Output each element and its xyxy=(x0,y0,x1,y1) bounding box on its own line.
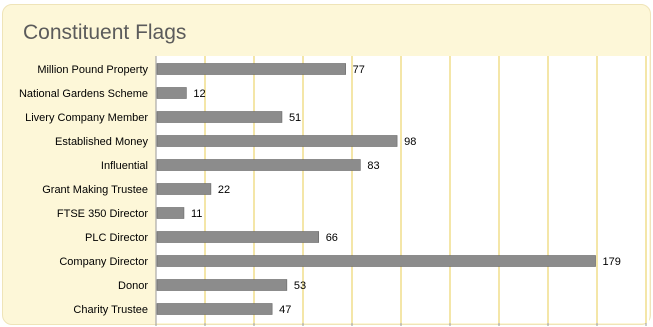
bar xyxy=(156,255,596,267)
category-label: Million Pound Property xyxy=(37,64,148,76)
value-label: 22 xyxy=(218,184,230,196)
bar xyxy=(156,279,288,291)
value-label: 11 xyxy=(191,208,202,220)
category-label: Established Money xyxy=(55,136,148,148)
bar xyxy=(156,231,319,243)
value-label: 77 xyxy=(353,64,365,76)
bar xyxy=(156,303,273,315)
bar xyxy=(156,183,212,195)
bar xyxy=(156,63,346,75)
bar xyxy=(156,159,361,171)
category-label: PLC Director xyxy=(85,232,148,244)
plot-area xyxy=(156,56,649,323)
bar xyxy=(156,87,187,99)
chart-title: Constituent Flags xyxy=(23,21,187,44)
value-label: 98 xyxy=(404,136,416,148)
category-label: Livery Company Member xyxy=(25,112,148,124)
bar xyxy=(156,207,185,219)
value-label: 51 xyxy=(289,112,301,124)
bar xyxy=(156,135,398,147)
bar xyxy=(156,111,283,123)
category-label: FTSE 350 Director xyxy=(57,208,148,220)
category-label: National Gardens Scheme xyxy=(19,88,148,100)
category-label: Grant Making Trustee xyxy=(42,184,148,196)
value-label: 12 xyxy=(193,88,205,100)
value-label: 83 xyxy=(367,160,379,172)
value-label: 47 xyxy=(279,304,291,316)
value-label: 179 xyxy=(603,256,621,268)
category-label: Donor xyxy=(118,280,148,292)
value-label: 66 xyxy=(326,232,338,244)
value-label: 53 xyxy=(294,280,306,292)
category-label: Charity Trustee xyxy=(73,304,148,316)
category-label: Influential xyxy=(101,160,148,172)
category-label: Company Director xyxy=(59,256,148,268)
